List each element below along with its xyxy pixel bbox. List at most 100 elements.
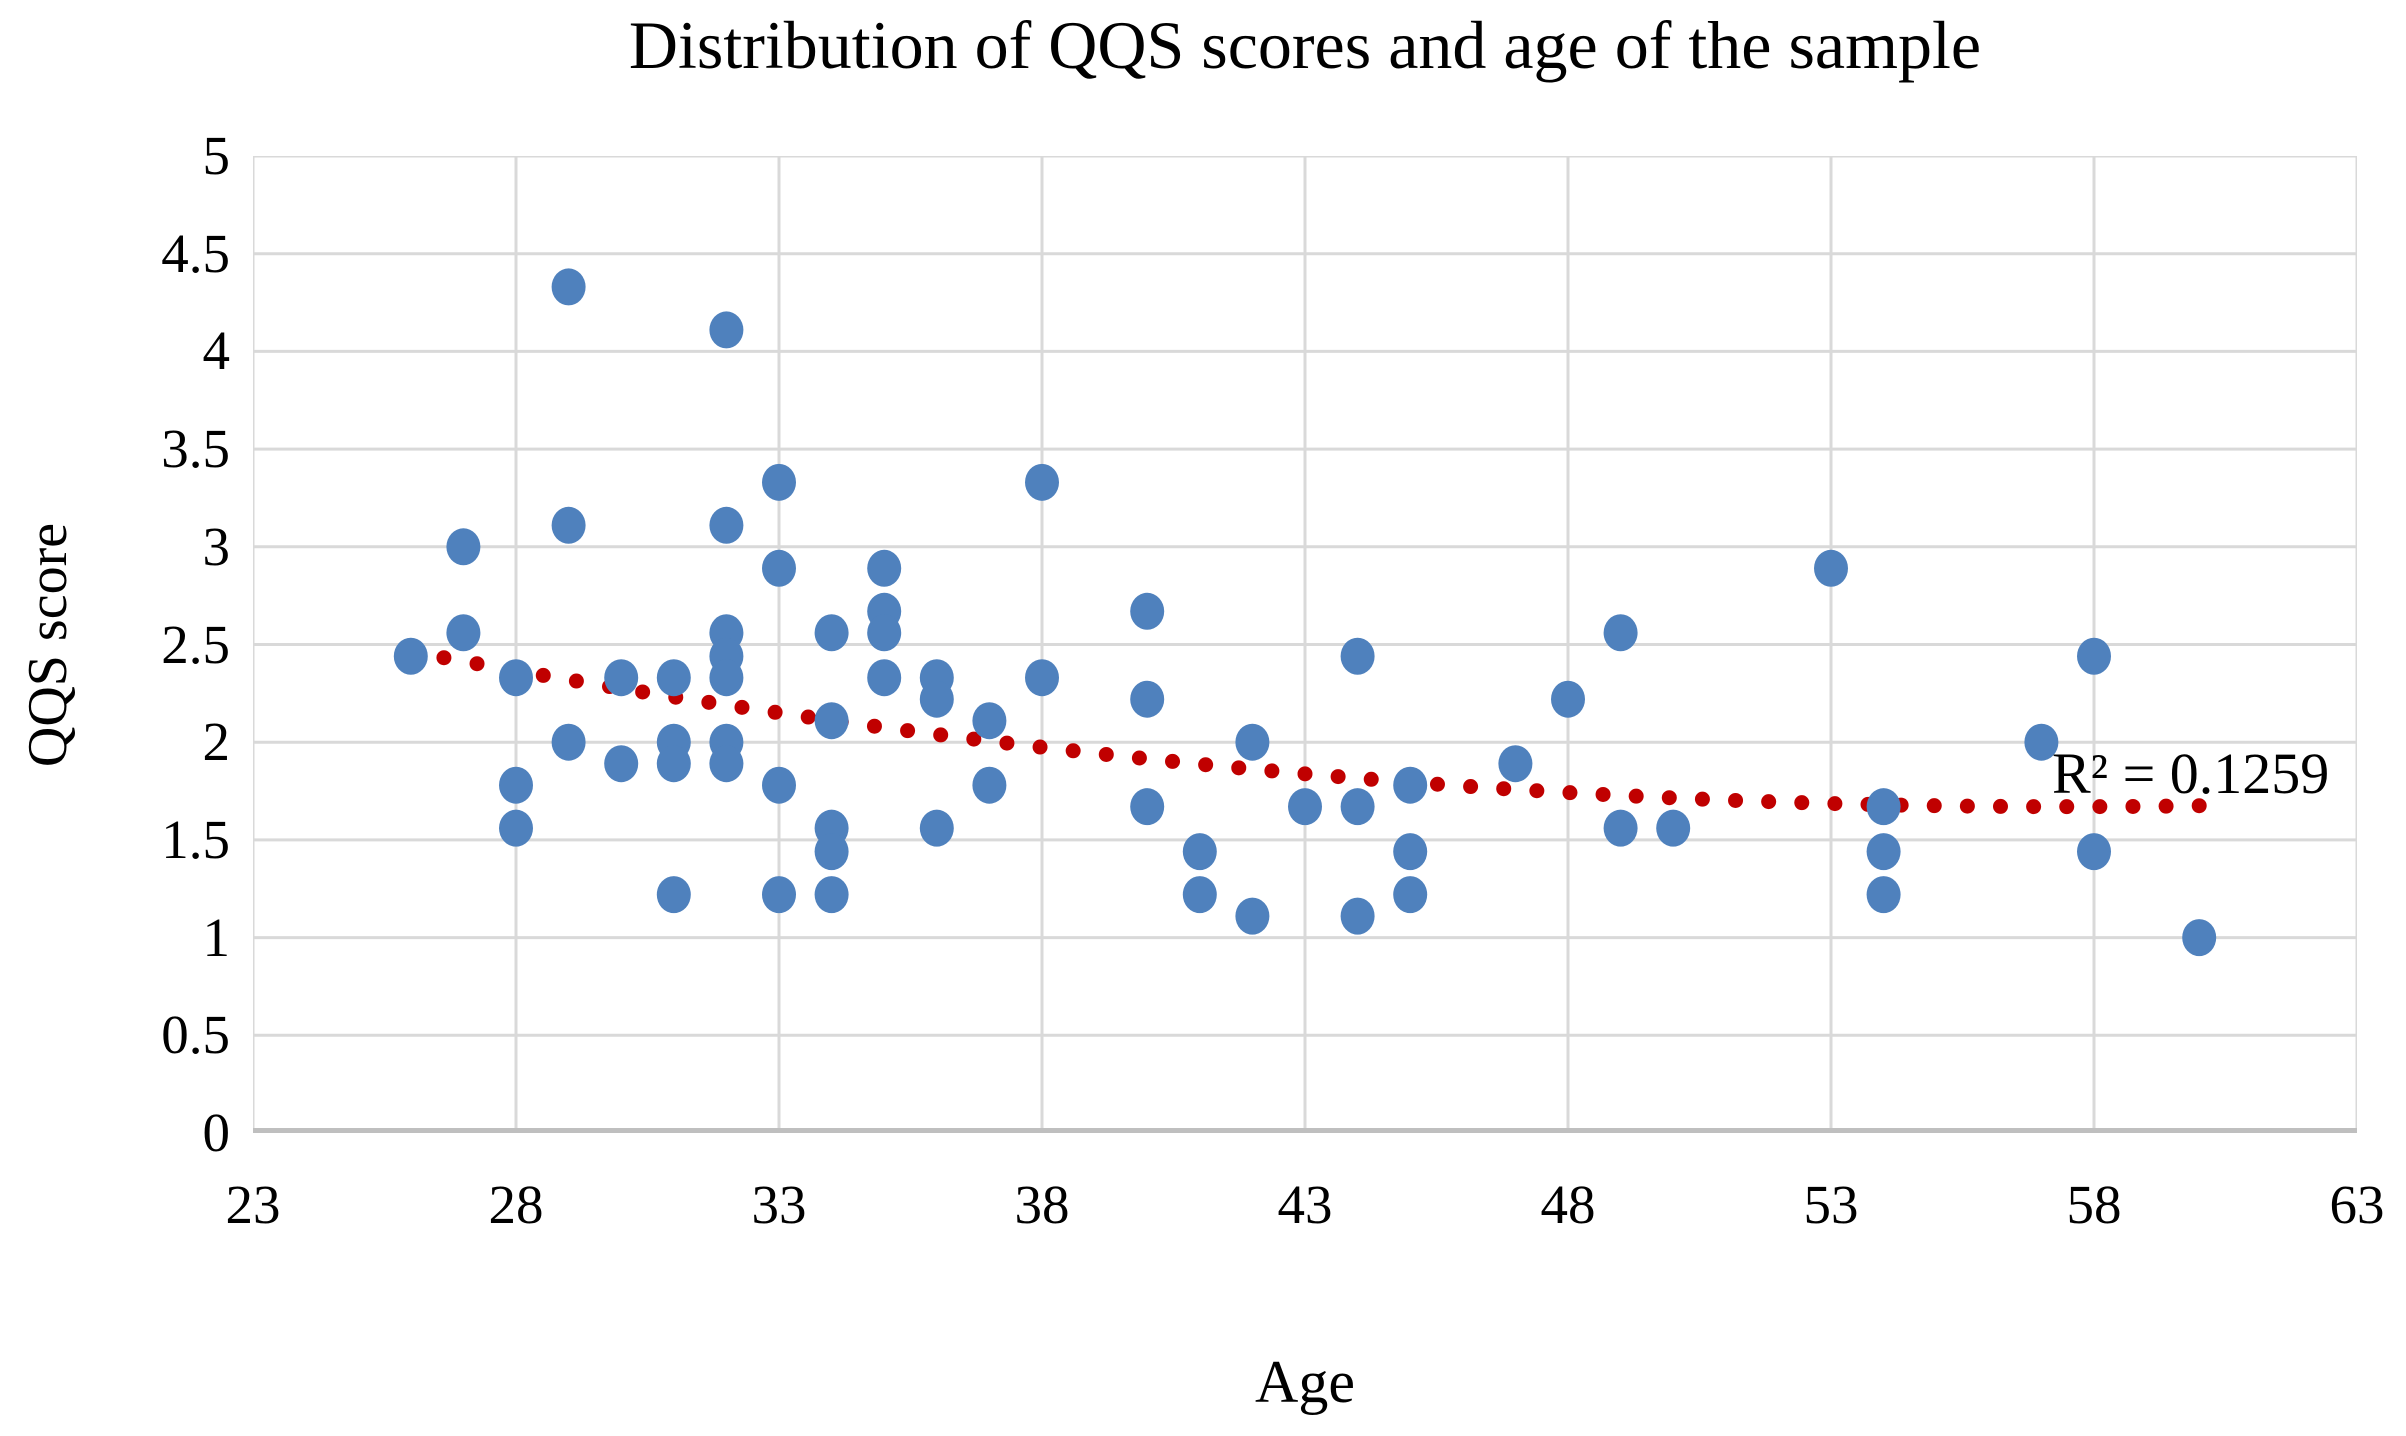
data-point bbox=[814, 614, 849, 652]
data-point bbox=[1603, 614, 1638, 652]
data-point bbox=[867, 659, 902, 697]
data-point bbox=[1130, 680, 1165, 718]
data-point bbox=[1025, 659, 1059, 697]
data-point bbox=[709, 659, 744, 697]
data-point bbox=[1866, 788, 1901, 826]
data-point bbox=[919, 809, 954, 847]
x-tick-label: 58 bbox=[2066, 1174, 2122, 1235]
trendline-dot bbox=[1529, 783, 1545, 799]
trendline-dot bbox=[1959, 798, 1975, 814]
trendline-dot bbox=[2092, 799, 2108, 815]
data-point bbox=[446, 614, 481, 652]
data-point bbox=[656, 876, 691, 914]
trendline-dot bbox=[2158, 798, 2174, 814]
trendline-dot bbox=[1330, 769, 1346, 785]
trendline-dot bbox=[1165, 753, 1181, 769]
trendline-dot bbox=[933, 727, 949, 743]
trendline-dot bbox=[966, 731, 982, 747]
trendline-dot bbox=[2059, 799, 2075, 815]
y-tick-label: 1.5 bbox=[161, 808, 230, 870]
data-point bbox=[499, 766, 533, 804]
data-point bbox=[972, 766, 1007, 804]
r-squared-annotation: R² = 0.1259 bbox=[2052, 741, 2330, 806]
data-point bbox=[551, 723, 586, 761]
data-point bbox=[1130, 592, 1165, 630]
trendline-dot bbox=[568, 673, 584, 689]
trendline-dot bbox=[1794, 795, 1810, 811]
x-tick-label: 48 bbox=[1540, 1174, 1596, 1235]
data-point bbox=[1814, 549, 1848, 587]
trendline-dot bbox=[1694, 791, 1710, 807]
data-point bbox=[1340, 788, 1375, 826]
x-tick-label: 43 bbox=[1277, 1174, 1333, 1235]
data-point bbox=[656, 659, 691, 697]
trendline-dot bbox=[900, 723, 916, 739]
y-tick-label: 2.5 bbox=[161, 613, 230, 675]
y-tick-label: 0 bbox=[202, 1102, 231, 1163]
data-point bbox=[1866, 876, 1901, 914]
data-point bbox=[1025, 463, 1059, 501]
trendline-dot bbox=[800, 709, 816, 725]
trendline-dot bbox=[635, 684, 651, 700]
trendline-dot bbox=[1463, 779, 1479, 795]
data-point bbox=[551, 506, 586, 544]
data-point bbox=[709, 311, 744, 349]
data-point bbox=[972, 702, 1007, 740]
y-tick-label: 3 bbox=[202, 515, 231, 577]
trendline-dot bbox=[1761, 794, 1777, 810]
data-point bbox=[1288, 788, 1322, 826]
data-point bbox=[814, 833, 849, 871]
trendline-dot bbox=[734, 699, 750, 715]
data-point bbox=[1340, 897, 1375, 935]
plot-canvas bbox=[253, 156, 2357, 1133]
trendline-dot bbox=[2125, 798, 2141, 814]
data-point bbox=[2182, 919, 2217, 957]
x-axis-title: Age bbox=[1255, 1349, 1355, 1415]
data-point bbox=[393, 637, 428, 675]
data-point bbox=[1656, 809, 1691, 847]
chart-title: Distribution of QQS scores and age of th… bbox=[628, 7, 1982, 83]
data-point bbox=[1235, 723, 1270, 761]
trendline-dot bbox=[1728, 792, 1744, 808]
data-point bbox=[709, 506, 744, 544]
trendline-dot bbox=[1628, 788, 1644, 804]
data-point bbox=[2077, 833, 2111, 871]
y-tick-label: 5 bbox=[202, 125, 231, 186]
trendline-dot bbox=[469, 656, 485, 672]
data-point bbox=[762, 766, 796, 804]
y-tick-label: 1 bbox=[202, 906, 231, 968]
y-tick-label: 2 bbox=[202, 711, 231, 773]
trendline-dot bbox=[701, 694, 717, 710]
trendline-dot bbox=[866, 718, 882, 734]
trendline-dot bbox=[1198, 757, 1214, 773]
y-tick-label: 4.5 bbox=[161, 222, 230, 284]
trendline-dot bbox=[2191, 798, 2207, 814]
y-tick-label: 3.5 bbox=[161, 418, 230, 480]
trendline-dot bbox=[436, 650, 452, 666]
data-point bbox=[604, 745, 639, 783]
data-point bbox=[814, 702, 849, 740]
data-point bbox=[1603, 809, 1638, 847]
trendline-dot bbox=[1496, 781, 1512, 797]
data-point bbox=[1551, 680, 1585, 718]
trendline-dot bbox=[1065, 743, 1081, 759]
data-point bbox=[709, 745, 744, 783]
data-point bbox=[867, 614, 902, 652]
trendline-dot bbox=[1595, 786, 1611, 802]
x-tick-label: 23 bbox=[225, 1174, 281, 1235]
trendline-dot bbox=[1297, 766, 1313, 782]
trendline-dot bbox=[999, 735, 1015, 751]
x-tick-label: 38 bbox=[1014, 1174, 1070, 1235]
data-point bbox=[1498, 745, 1533, 783]
data-point bbox=[1182, 833, 1217, 871]
trendline-dot bbox=[1926, 798, 1942, 814]
trendline-dot bbox=[1992, 798, 2008, 814]
data-point bbox=[762, 876, 796, 914]
data-point bbox=[1182, 876, 1217, 914]
data-point bbox=[604, 659, 639, 697]
data-point bbox=[762, 463, 796, 501]
data-point bbox=[551, 268, 586, 306]
data-point bbox=[1130, 788, 1165, 826]
data-point bbox=[1866, 833, 1901, 871]
